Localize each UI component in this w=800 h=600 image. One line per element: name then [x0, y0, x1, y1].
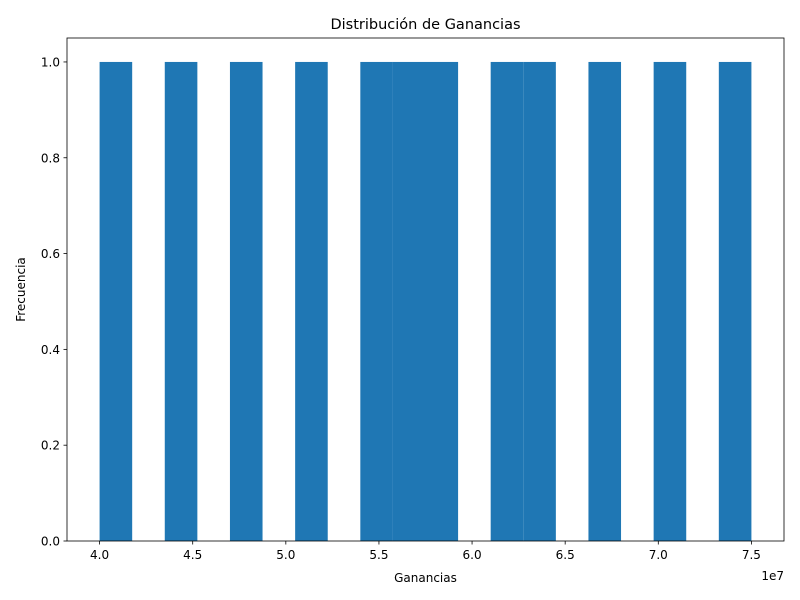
y-tick-label: 1.0 [41, 55, 60, 69]
x-tick-label: 7.0 [649, 548, 668, 562]
y-tick-label: 0.4 [41, 343, 60, 357]
bars-group [99, 61, 752, 541]
plot-frame [66, 37, 785, 542]
y-axis-label: Frecuencia [14, 257, 28, 322]
x-axis-ticks: 4.0 4.5 5.0 5.5 6.0 6.5 7.0 7.5 [90, 541, 761, 562]
histogram-bar-3 [229, 61, 263, 541]
histogram-bar-2 [164, 61, 198, 541]
x-axis-offset-text: 1e7 [761, 569, 784, 583]
histogram-bar-4 [295, 61, 328, 541]
y-tick-label: 0.8 [41, 151, 60, 165]
histogram-bar-10 [588, 61, 622, 541]
histogram-bar-11 [653, 61, 687, 541]
y-tick-label: 0.0 [41, 535, 60, 549]
chart-title: Distribución de Ganancias [330, 17, 520, 33]
histogram-bar-6 [392, 61, 426, 541]
y-tick-label: 0.2 [41, 439, 60, 453]
x-tick-label: 5.0 [276, 548, 295, 562]
histogram-bar-5 [360, 61, 393, 541]
histogram-bar-7 [425, 61, 459, 541]
x-tick-label: 5.5 [369, 548, 388, 562]
x-tick-label: 4.5 [183, 548, 202, 562]
x-tick-label: 6.0 [463, 548, 482, 562]
x-tick-label: 4.0 [90, 548, 109, 562]
histogram-bar-12 [718, 61, 752, 541]
y-axis-ticks: 0.0 0.2 0.4 0.6 0.8 1.0 [41, 55, 67, 549]
histogram-bar-9 [523, 61, 556, 541]
histogram-bar-8 [490, 61, 524, 541]
x-axis-label: Ganancias [394, 571, 457, 585]
y-tick-label: 0.6 [41, 247, 60, 261]
x-tick-label: 7.5 [742, 548, 761, 562]
x-tick-label: 6.5 [556, 548, 575, 562]
histogram-bar-1 [99, 61, 133, 541]
